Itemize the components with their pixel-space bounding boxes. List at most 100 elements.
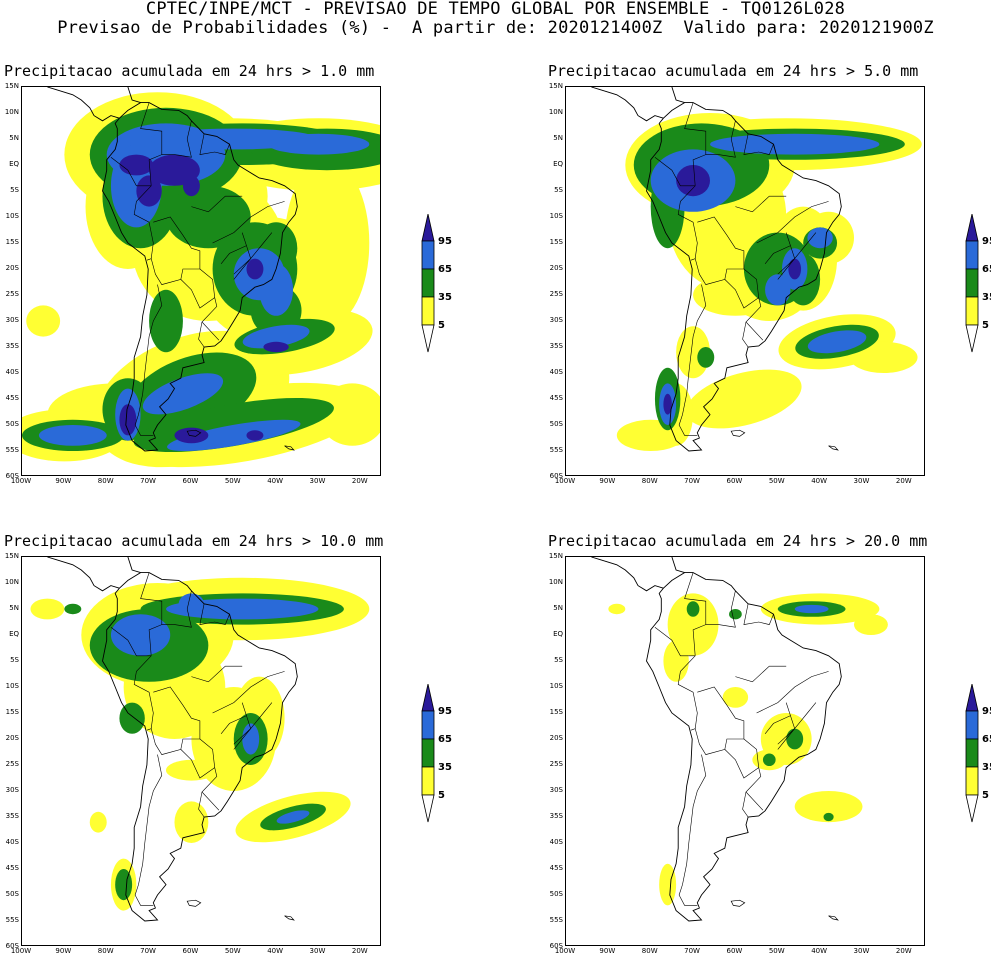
latitude-label: 35S <box>549 812 563 820</box>
latitude-label: 10S <box>5 212 19 220</box>
longitude-label: 100W <box>554 477 576 485</box>
longitude-label: 30W <box>853 477 870 485</box>
country-border <box>161 120 192 158</box>
probability-area <box>136 175 162 207</box>
longitude-label: 40W <box>811 947 828 955</box>
latitude-label: 20S <box>549 734 563 742</box>
latitude-label: 20S <box>549 264 563 272</box>
panel-title-4: Precipitacao acumulada em 24 hrs > 20.0 … <box>548 532 928 550</box>
colorbar: 95 65 35 5 <box>421 214 452 354</box>
probability-area <box>242 723 260 755</box>
colorbar-segment-below-5 <box>965 794 979 823</box>
colorbar-segment-below-5 <box>421 324 435 353</box>
colorbar-label: 5 <box>982 320 989 331</box>
colorbar-label: 35 <box>982 292 991 303</box>
latitude-label: 25S <box>549 760 563 768</box>
longitude-label: 60W <box>726 947 743 955</box>
colorbar-segment-below-5 <box>421 794 435 823</box>
country-border <box>735 195 787 213</box>
colorbar-segment-95 <box>965 684 979 712</box>
map-canvas <box>22 87 380 468</box>
latitude-label: 45S <box>549 394 563 402</box>
probability-area <box>807 227 833 249</box>
country-border <box>756 671 829 714</box>
panel-title-1: Precipitacao acumulada em 24 hrs > 1.0 m… <box>4 62 375 80</box>
header-title-line-1: CPTEC/INPE/MCT - PREVISAO DE TEMPO GLOBA… <box>145 0 846 19</box>
colorbar-segment-65 <box>421 240 435 270</box>
longitude-label: 30W <box>853 947 870 955</box>
probability-area <box>89 811 107 833</box>
latitude-label: 25S <box>549 290 563 298</box>
longitude-label: 100W <box>554 947 576 955</box>
longitude-label: 70W <box>140 477 156 485</box>
colorbar-segment-5 <box>965 766 979 796</box>
longitude-label: 80W <box>97 947 114 955</box>
colorbar-segment-below-5 <box>965 324 979 353</box>
probability-area <box>259 263 294 316</box>
country-border <box>677 655 698 731</box>
latitude-label: EQ <box>553 160 563 168</box>
country-border <box>220 715 247 734</box>
longitude-label: 40W <box>267 477 284 485</box>
latitude-label: 15N <box>4 552 19 560</box>
colorbar-label: 65 <box>982 734 991 745</box>
south-america-coastline <box>102 102 298 452</box>
island-outline <box>284 915 295 921</box>
latitude-label: 30S <box>5 786 19 794</box>
country-border <box>745 297 764 341</box>
latitude-label: 35S <box>549 342 563 350</box>
latitude-label: 15N <box>548 552 563 560</box>
colorbar-label: 65 <box>982 264 991 275</box>
colorbar-graphic <box>965 684 979 823</box>
longitude-label: 20W <box>351 477 368 485</box>
longitude-label: 90W <box>599 477 616 485</box>
colorbar-segment-35 <box>965 268 979 298</box>
country-border <box>110 626 152 657</box>
probability-area <box>174 801 209 843</box>
latitude-label: 5N <box>553 604 563 612</box>
longitude-label: 60W <box>182 477 199 485</box>
latitude-label: 10N <box>548 108 563 116</box>
colorbar-segment-5 <box>421 296 435 326</box>
probability-area <box>794 604 829 614</box>
colorbar-label: 65 <box>438 734 452 745</box>
colorbar-label: 35 <box>438 762 452 773</box>
probability-area <box>697 347 715 368</box>
probability-area <box>182 175 200 197</box>
colorbar-segment-65 <box>421 710 435 740</box>
probability-area <box>26 305 61 337</box>
country-border <box>745 767 764 811</box>
south-america-coastline <box>646 102 842 452</box>
colorbar-graphic <box>421 684 435 823</box>
latitude-label: 50S <box>5 890 19 898</box>
latitude-label: 15S <box>549 238 563 246</box>
map-canvas <box>591 87 922 452</box>
colorbar-segment-5 <box>421 766 435 796</box>
central-america-coastline <box>47 557 120 592</box>
country-border <box>777 702 796 745</box>
probability-area <box>788 258 802 280</box>
probability-area <box>608 603 626 615</box>
probability-area <box>786 728 804 750</box>
probability-area <box>149 289 183 353</box>
colorbar-graphic <box>421 214 435 353</box>
colorbar-segment-95 <box>965 214 979 242</box>
country-border <box>654 156 696 187</box>
latitude-label: 55S <box>5 446 19 454</box>
country-border <box>756 201 829 244</box>
latitude-label: 55S <box>549 446 563 454</box>
country-border <box>705 120 736 158</box>
country-border <box>777 232 796 275</box>
latitude-label: 40S <box>549 368 563 376</box>
country-border <box>724 268 760 309</box>
probability-area <box>659 863 677 906</box>
latitude-label: EQ <box>9 630 19 638</box>
longitude-label: 70W <box>140 947 156 955</box>
latitude-label: 60S <box>549 472 563 480</box>
south-america-coastline <box>102 572 298 922</box>
country-border <box>724 738 760 779</box>
colorbar: 95 65 35 5 <box>421 684 452 824</box>
island-outline <box>186 429 202 437</box>
probability-area <box>30 598 65 620</box>
country-border <box>678 754 707 906</box>
